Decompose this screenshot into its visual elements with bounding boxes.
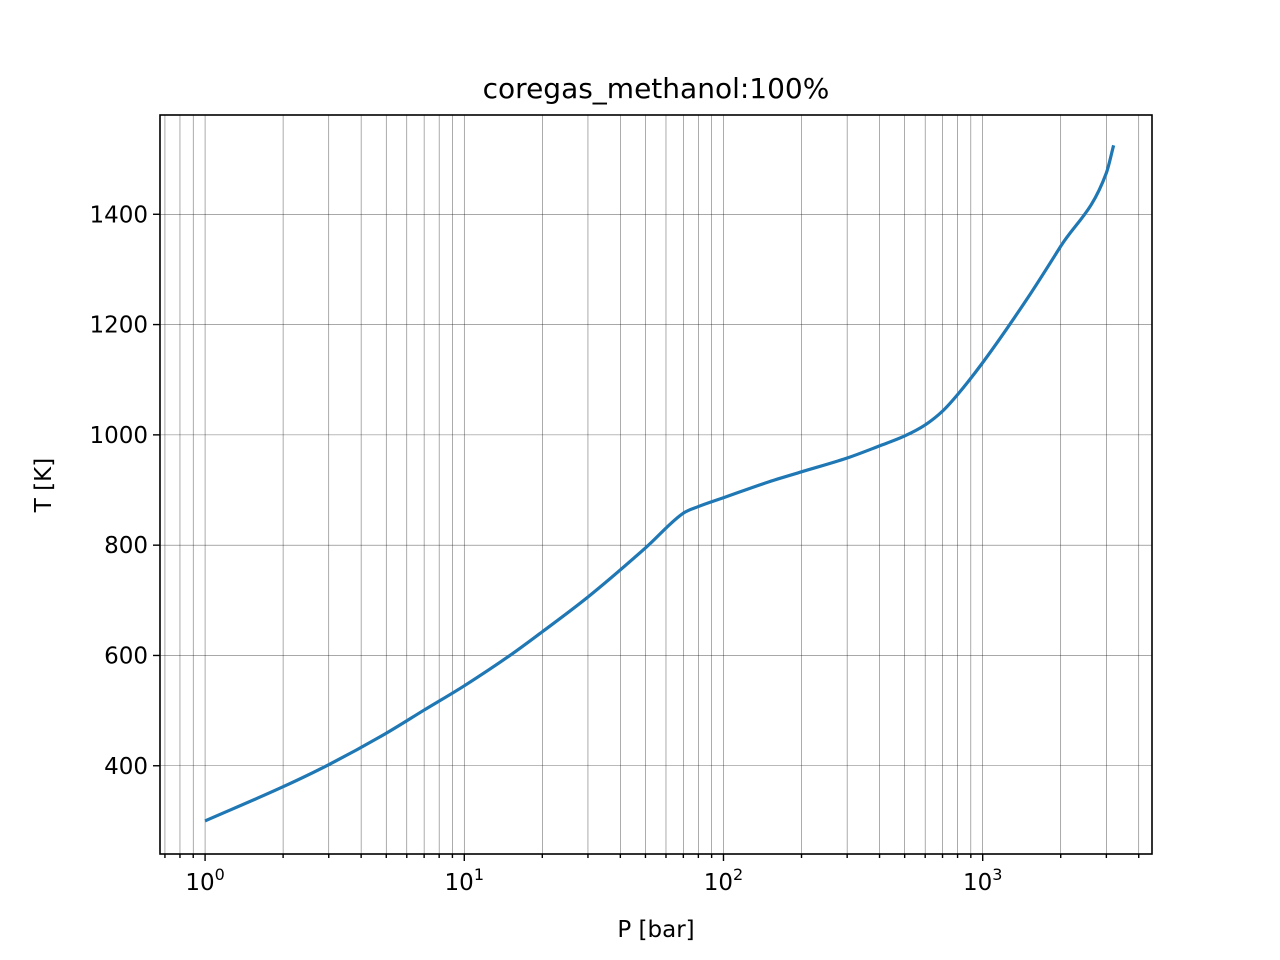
y-tick-label: 1400	[89, 202, 148, 228]
y-axis: 400 600 800 1000 1200 1400	[89, 202, 160, 780]
x-tick-label-exponent: 3	[992, 865, 1002, 884]
x-tick-label: 100	[185, 865, 224, 896]
x-tick-label-base: 10	[963, 870, 992, 896]
x-tick-label-exponent: 2	[733, 865, 743, 884]
x-tick-label: 101	[445, 865, 484, 896]
x-tick-label-exponent: 0	[215, 865, 225, 884]
x-tick-label-base: 10	[704, 870, 733, 896]
y-axis-label: T [K]	[31, 458, 57, 513]
x-tick-label-exponent: 1	[474, 865, 484, 884]
y-tick-label: 800	[104, 533, 148, 559]
x-tick-label: 102	[704, 865, 743, 896]
y-tick-label: 1000	[89, 423, 148, 449]
y-tick-label: 1200	[89, 313, 148, 339]
series-line	[204, 144, 1116, 823]
x-tick-label: 103	[963, 865, 1002, 896]
x-tick-label-base: 10	[445, 870, 474, 896]
y-tick-label: 400	[104, 754, 148, 780]
plot-frame	[159, 114, 1153, 855]
chart-title: coregas_methanol:100%	[483, 72, 830, 105]
series-layer	[204, 144, 1116, 823]
grid-lines	[160, 115, 1152, 854]
x-axis-label: P [bar]	[617, 917, 694, 943]
x-axis: 100 101 102 103	[164, 854, 1140, 896]
y-tick-label: 600	[104, 643, 148, 669]
x-tick-label-base: 10	[185, 870, 214, 896]
